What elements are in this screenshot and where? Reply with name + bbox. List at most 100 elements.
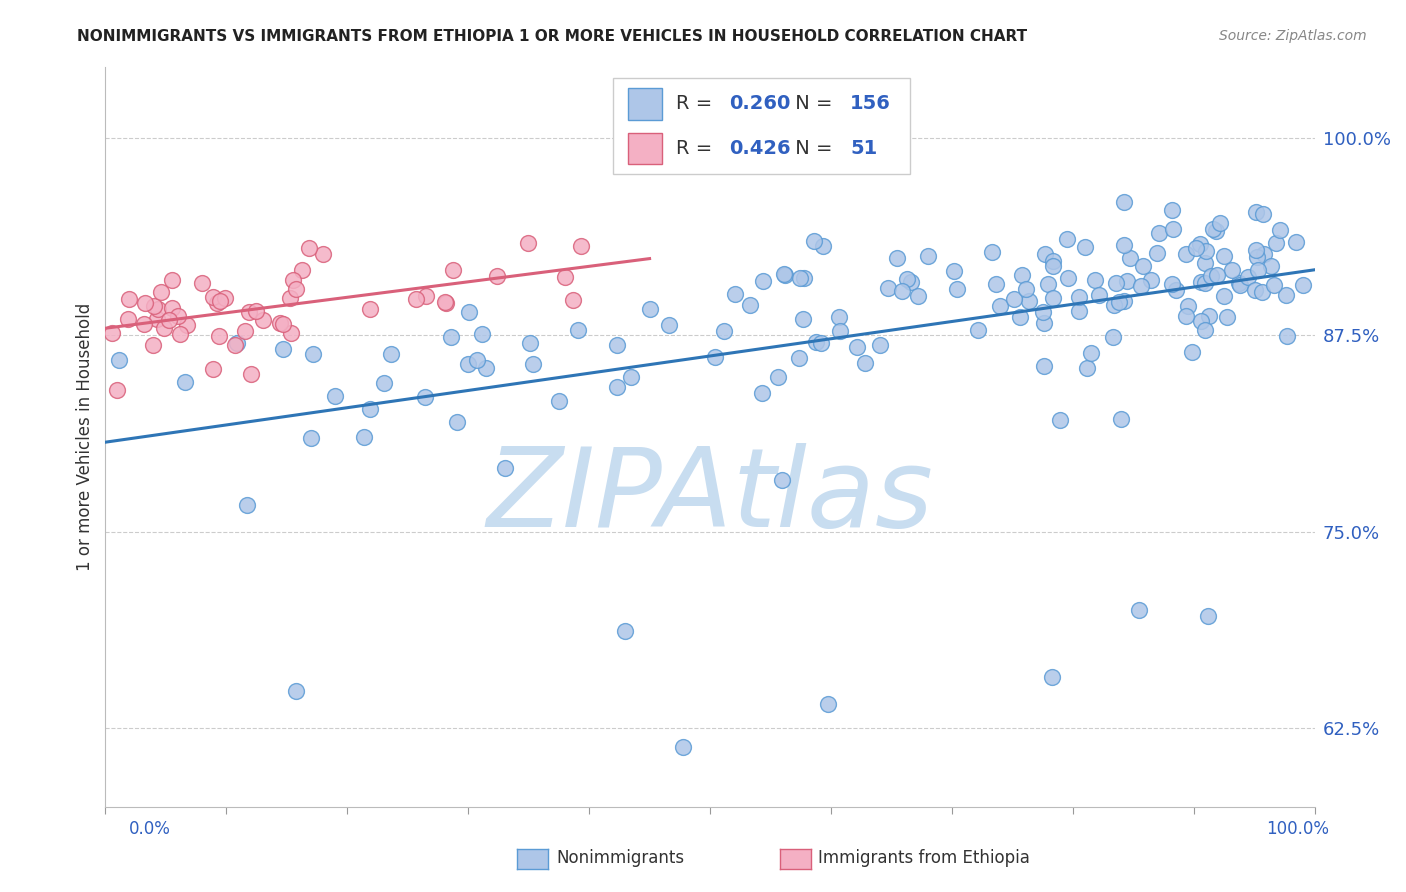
- Point: [1101, 330, 1123, 344]
- Point: [1084, 273, 1107, 287]
- Point: [1049, 413, 1071, 427]
- Point: [1197, 609, 1219, 624]
- Point: [176, 318, 198, 332]
- Point: [166, 309, 188, 323]
- Point: [1160, 277, 1182, 291]
- Point: [1105, 276, 1128, 290]
- Point: [942, 263, 965, 277]
- Point: [1175, 309, 1198, 323]
- Point: [475, 361, 498, 376]
- Point: [101, 326, 124, 341]
- Point: [238, 304, 260, 318]
- Point: [1035, 247, 1057, 261]
- Point: [1076, 360, 1098, 375]
- Point: [713, 325, 735, 339]
- Point: [146, 311, 169, 326]
- Point: [278, 291, 301, 305]
- Point: [105, 383, 128, 397]
- Point: [1247, 263, 1270, 277]
- Point: [440, 330, 463, 344]
- Point: [1243, 283, 1265, 297]
- Point: [1251, 285, 1274, 299]
- Point: [803, 235, 825, 249]
- Point: [1036, 277, 1059, 291]
- Point: [269, 316, 291, 330]
- Text: 0.260: 0.260: [730, 95, 790, 113]
- Point: [208, 293, 231, 308]
- Point: [1033, 316, 1056, 330]
- Point: [1114, 237, 1136, 252]
- Point: [988, 299, 1011, 313]
- Point: [1140, 272, 1163, 286]
- Point: [606, 338, 628, 352]
- Point: [789, 271, 811, 285]
- Text: 51: 51: [851, 139, 877, 158]
- Point: [853, 356, 876, 370]
- Point: [405, 293, 427, 307]
- Point: [1205, 224, 1227, 238]
- Point: [917, 248, 939, 262]
- Point: [519, 336, 541, 351]
- Point: [433, 295, 456, 310]
- Text: R =: R =: [676, 95, 718, 113]
- Point: [457, 357, 479, 371]
- Point: [1198, 309, 1220, 323]
- Text: 0.0%: 0.0%: [129, 820, 172, 838]
- Point: [773, 268, 796, 282]
- Point: [224, 338, 246, 352]
- Point: [359, 401, 381, 416]
- Point: [1108, 295, 1130, 310]
- Point: [752, 274, 775, 288]
- Point: [672, 740, 695, 755]
- Point: [1251, 207, 1274, 221]
- Point: [1161, 222, 1184, 236]
- Point: [1114, 194, 1136, 209]
- Point: [1253, 247, 1275, 261]
- Point: [548, 394, 571, 409]
- Point: [846, 340, 869, 354]
- Point: [214, 291, 236, 305]
- Point: [1246, 205, 1268, 219]
- Point: [1132, 259, 1154, 273]
- Point: [471, 327, 494, 342]
- Point: [1229, 277, 1251, 291]
- Point: [281, 273, 304, 287]
- Point: [1260, 259, 1282, 273]
- Point: [522, 357, 544, 371]
- Point: [620, 370, 643, 384]
- Point: [159, 312, 181, 326]
- Point: [465, 353, 488, 368]
- Point: [146, 302, 169, 317]
- Point: [738, 298, 761, 312]
- Point: [1069, 304, 1091, 318]
- FancyBboxPatch shape: [628, 133, 662, 164]
- Point: [233, 325, 256, 339]
- Point: [793, 271, 815, 285]
- Point: [169, 326, 191, 341]
- Point: [245, 304, 267, 318]
- Text: NONIMMIGRANTS VS IMMIGRANTS FROM ETHIOPIA 1 OR MORE VEHICLES IN HOUSEHOLD CORREL: NONIMMIGRANTS VS IMMIGRANTS FROM ETHIOPI…: [77, 29, 1028, 44]
- Point: [1246, 251, 1268, 265]
- Text: 156: 156: [851, 95, 891, 113]
- Point: [1263, 277, 1285, 292]
- Point: [446, 415, 468, 429]
- Point: [946, 282, 969, 296]
- Point: [353, 430, 375, 444]
- Point: [201, 362, 224, 376]
- Point: [271, 343, 294, 357]
- Point: [373, 376, 395, 390]
- Point: [1268, 223, 1291, 237]
- Point: [704, 350, 727, 364]
- Text: ZIPAtlas: ZIPAtlas: [486, 442, 934, 549]
- Point: [415, 289, 437, 303]
- Point: [891, 284, 914, 298]
- Point: [1237, 270, 1260, 285]
- Point: [967, 323, 990, 337]
- Point: [1285, 235, 1308, 249]
- Point: [751, 386, 773, 401]
- Point: [517, 236, 540, 251]
- Text: Immigrants from Ethiopia: Immigrants from Ethiopia: [818, 849, 1031, 867]
- Point: [323, 389, 346, 403]
- Point: [886, 251, 908, 265]
- Point: [1201, 222, 1223, 236]
